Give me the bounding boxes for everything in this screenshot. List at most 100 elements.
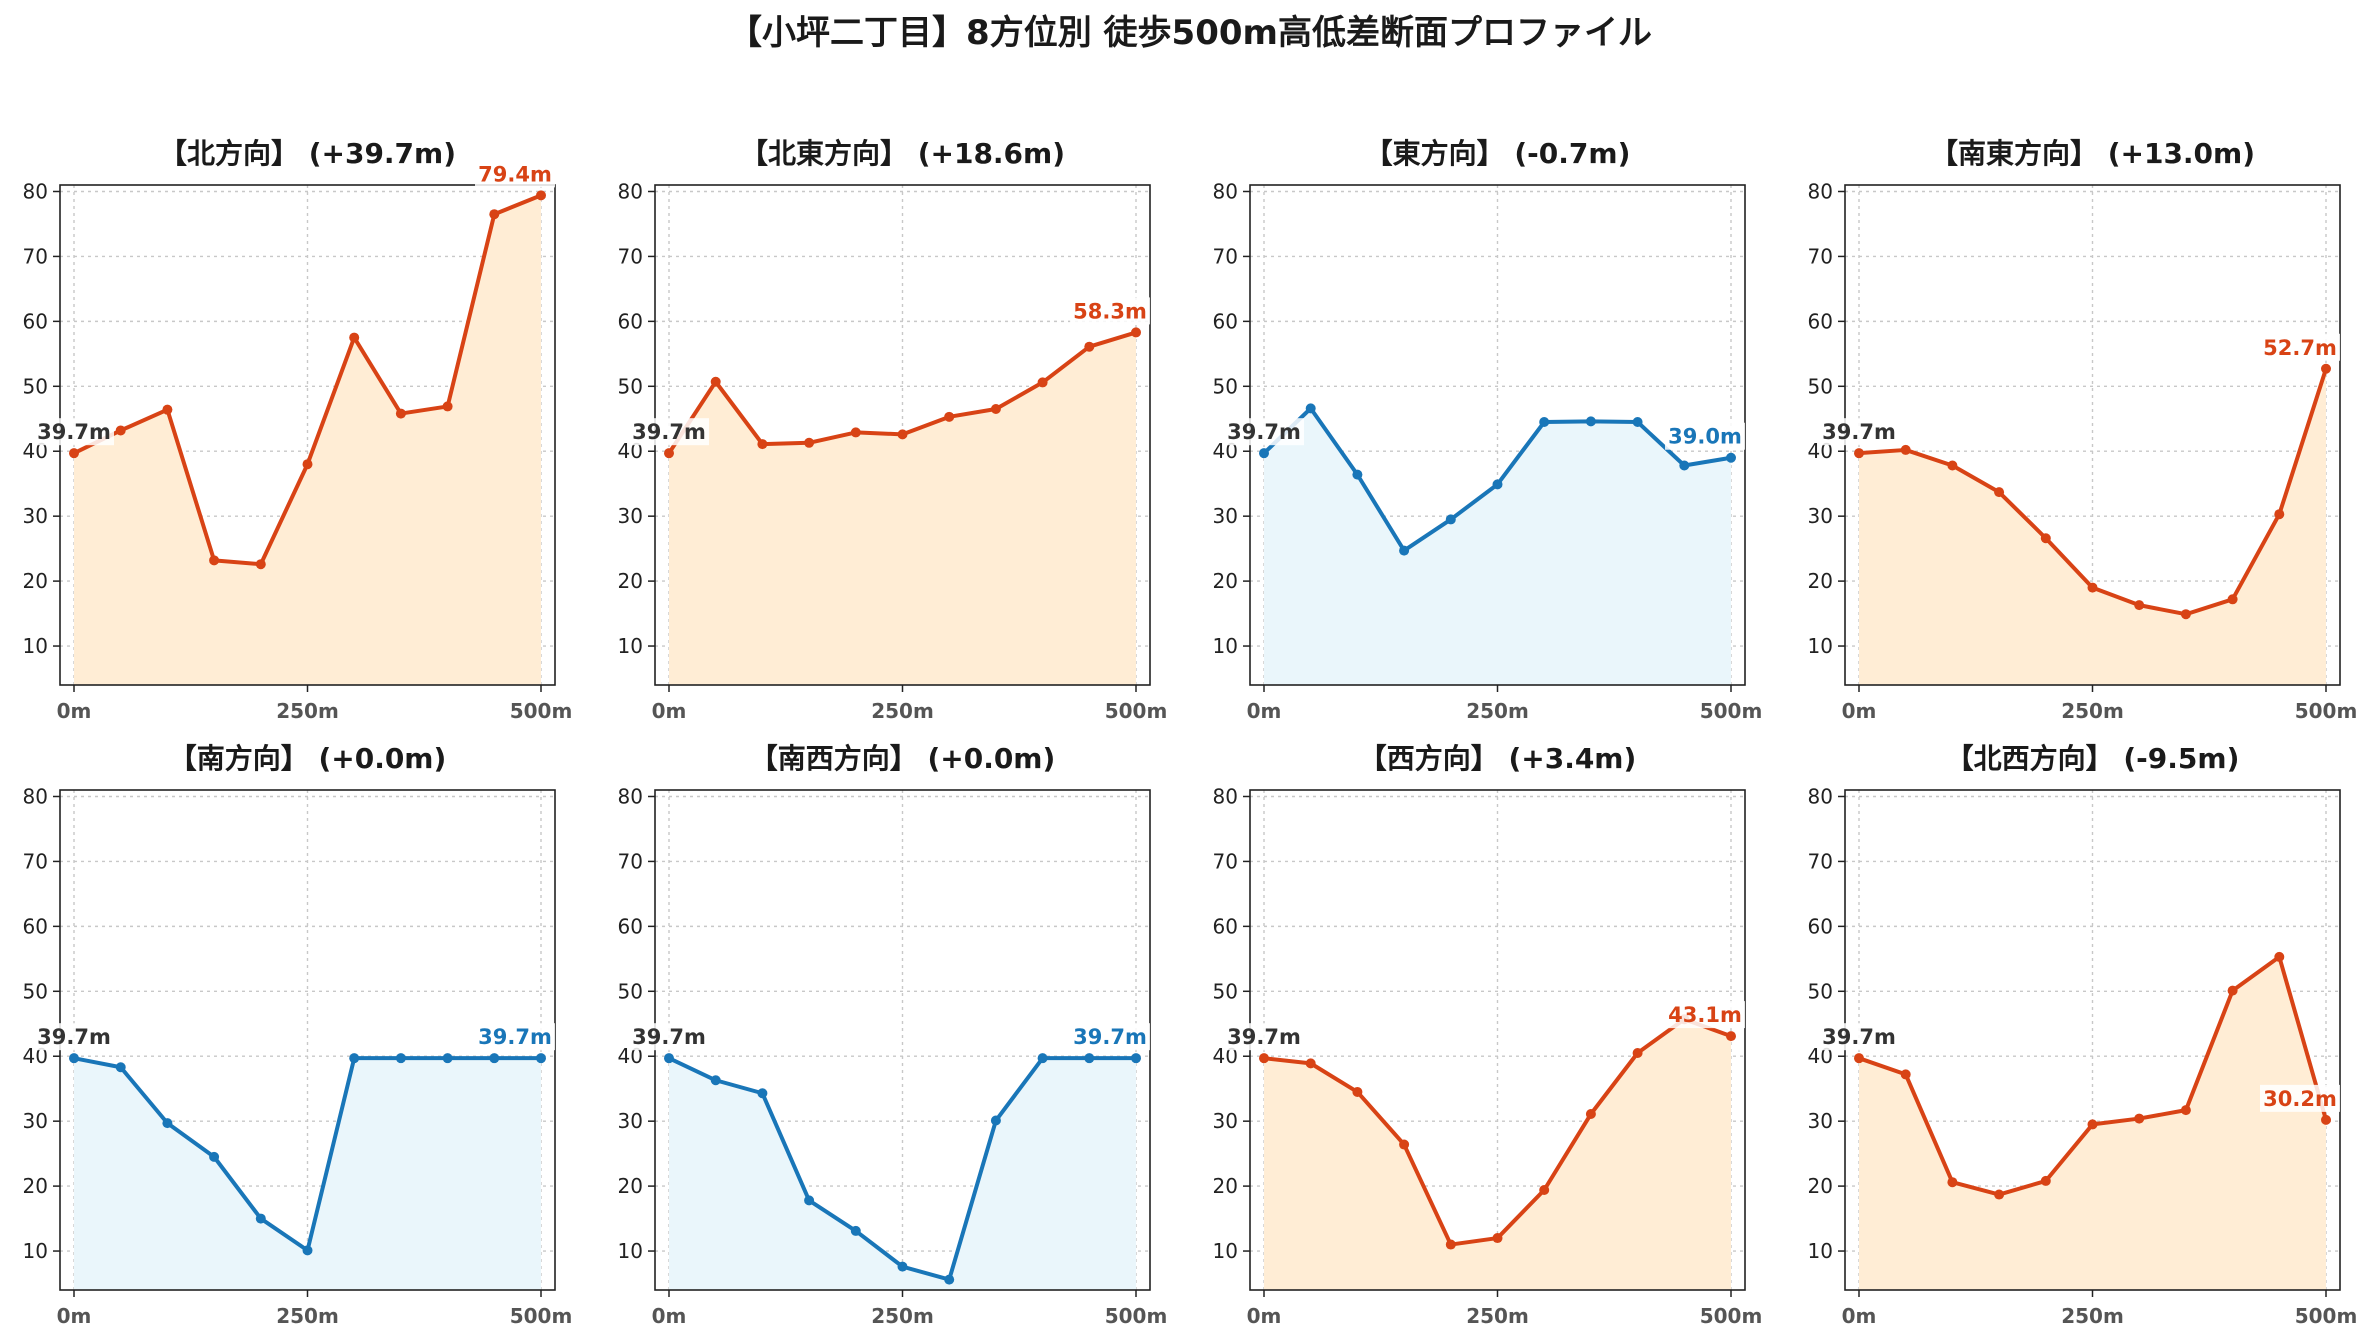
data-point bbox=[1632, 417, 1643, 428]
data-point bbox=[1352, 1086, 1363, 1097]
x-tick-label: 500m bbox=[1105, 1304, 1168, 1328]
y-tick-label: 70 bbox=[1213, 849, 1238, 873]
data-point bbox=[1037, 377, 1048, 388]
end-label-bg bbox=[2260, 333, 2340, 361]
y-tick-label: 30 bbox=[1808, 504, 1833, 528]
data-point bbox=[2227, 985, 2238, 996]
y-tick-label: 60 bbox=[1808, 914, 1833, 938]
x-tick-label: 250m bbox=[2061, 699, 2124, 723]
data-point bbox=[2040, 533, 2051, 544]
data-point bbox=[2134, 600, 2145, 611]
area-fill bbox=[74, 195, 541, 685]
y-tick-label: 80 bbox=[618, 179, 643, 203]
data-point bbox=[1900, 1069, 1911, 1080]
y-tick-label: 50 bbox=[618, 374, 643, 398]
y-tick-label: 80 bbox=[1808, 179, 1833, 203]
end-label-bg bbox=[2260, 1084, 2340, 1112]
data-point bbox=[1492, 479, 1503, 490]
data-point bbox=[757, 1088, 768, 1099]
data-point bbox=[1445, 1239, 1456, 1250]
y-tick-label: 80 bbox=[1808, 784, 1833, 808]
y-tick-label: 10 bbox=[23, 634, 48, 658]
data-point bbox=[1539, 417, 1550, 428]
panel-title: 【東方向】 (-0.7m) bbox=[1365, 137, 1631, 170]
data-point bbox=[1854, 1053, 1864, 1064]
y-tick-label: 60 bbox=[1213, 309, 1238, 333]
y-tick-label: 10 bbox=[1808, 1239, 1833, 1263]
data-point bbox=[2040, 1175, 2051, 1186]
x-tick-label: 0m bbox=[1247, 699, 1282, 723]
y-tick-label: 20 bbox=[1213, 1174, 1238, 1198]
data-point bbox=[1305, 1058, 1316, 1069]
end-elevation-label: 39.7m bbox=[478, 1025, 552, 1049]
end-elevation-label: 79.4m bbox=[478, 162, 552, 186]
y-tick-label: 50 bbox=[1808, 374, 1833, 398]
data-point bbox=[1305, 403, 1316, 414]
y-tick-label: 20 bbox=[618, 569, 643, 593]
data-point bbox=[209, 555, 220, 566]
panel-title: 【西方向】 (+3.4m) bbox=[1359, 742, 1637, 775]
x-tick-label: 500m bbox=[1700, 1304, 1763, 1328]
end-label-bg bbox=[1665, 1001, 1745, 1029]
data-point bbox=[664, 1053, 674, 1064]
y-tick-label: 20 bbox=[1213, 569, 1238, 593]
start-label-bg bbox=[1819, 1023, 1899, 1051]
panel-title: 【南西方向】 (+0.0m) bbox=[750, 742, 1056, 775]
start-label-bg bbox=[629, 418, 709, 446]
data-point bbox=[1259, 1053, 1269, 1064]
data-point bbox=[442, 1053, 453, 1064]
data-point bbox=[2087, 582, 2098, 593]
x-tick-label: 250m bbox=[871, 699, 934, 723]
y-tick-label: 80 bbox=[618, 784, 643, 808]
end-elevation-label: 52.7m bbox=[2263, 336, 2337, 360]
y-tick-label: 50 bbox=[1213, 374, 1238, 398]
start-elevation-label: 39.7m bbox=[1822, 1025, 1896, 1049]
data-point bbox=[349, 332, 360, 343]
y-tick-label: 10 bbox=[1808, 634, 1833, 658]
y-tick-label: 70 bbox=[1808, 244, 1833, 268]
y-tick-label: 50 bbox=[1808, 979, 1833, 1003]
x-tick-label: 250m bbox=[1466, 699, 1529, 723]
start-label-bg bbox=[629, 1023, 709, 1051]
y-tick-label: 80 bbox=[23, 784, 48, 808]
y-tick-label: 60 bbox=[618, 914, 643, 938]
area-fill bbox=[1859, 368, 2326, 685]
data-point bbox=[2087, 1119, 2098, 1130]
data-point bbox=[395, 408, 406, 419]
y-tick-label: 20 bbox=[23, 569, 48, 593]
x-tick-label: 250m bbox=[871, 1304, 934, 1328]
data-point bbox=[1947, 460, 1958, 471]
x-tick-label: 0m bbox=[652, 1304, 687, 1328]
data-point bbox=[1037, 1053, 1048, 1064]
y-tick-label: 70 bbox=[1808, 849, 1833, 873]
y-tick-label: 60 bbox=[618, 309, 643, 333]
x-tick-label: 500m bbox=[1105, 699, 1168, 723]
x-tick-label: 500m bbox=[2295, 699, 2358, 723]
start-label-bg bbox=[1224, 1023, 1304, 1051]
data-point bbox=[1947, 1177, 1958, 1188]
end-elevation-label: 39.0m bbox=[1668, 425, 1742, 449]
data-point bbox=[2180, 1105, 2191, 1116]
area-fill bbox=[669, 1058, 1136, 1290]
data-point bbox=[69, 1053, 79, 1064]
x-tick-label: 250m bbox=[2061, 1304, 2124, 1328]
data-point bbox=[442, 401, 453, 412]
panel-title: 【北方向】 (+39.7m) bbox=[159, 137, 456, 170]
y-tick-label: 30 bbox=[618, 1109, 643, 1133]
data-point bbox=[1585, 1109, 1596, 1120]
data-point bbox=[897, 1261, 908, 1272]
data-point bbox=[1399, 545, 1410, 556]
data-point bbox=[1726, 452, 1736, 463]
start-label-bg bbox=[34, 418, 114, 446]
x-tick-label: 250m bbox=[1466, 1304, 1529, 1328]
y-tick-label: 70 bbox=[618, 244, 643, 268]
y-tick-label: 10 bbox=[1213, 634, 1238, 658]
data-point bbox=[536, 1053, 546, 1064]
start-elevation-label: 39.7m bbox=[1227, 1025, 1301, 1049]
area-fill bbox=[1264, 408, 1731, 685]
